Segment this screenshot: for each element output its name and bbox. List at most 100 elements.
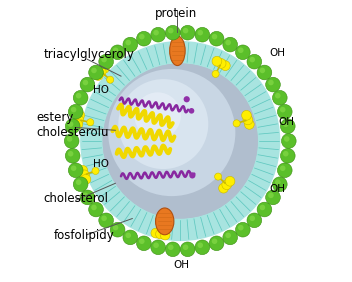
Circle shape <box>81 174 91 184</box>
Circle shape <box>91 68 97 73</box>
Circle shape <box>272 91 287 105</box>
Circle shape <box>67 136 73 142</box>
Circle shape <box>284 136 290 142</box>
Circle shape <box>151 240 165 255</box>
Circle shape <box>235 222 250 237</box>
Circle shape <box>241 111 251 120</box>
Circle shape <box>65 119 80 134</box>
Circle shape <box>125 233 131 238</box>
Text: protein: protein <box>155 7 197 20</box>
Circle shape <box>238 47 244 53</box>
Circle shape <box>209 31 224 46</box>
Circle shape <box>78 166 88 175</box>
Circle shape <box>165 25 180 40</box>
Circle shape <box>108 69 235 196</box>
Circle shape <box>277 163 292 178</box>
Circle shape <box>74 115 84 125</box>
Circle shape <box>257 202 272 217</box>
Circle shape <box>268 193 274 198</box>
Circle shape <box>68 104 83 119</box>
Circle shape <box>184 96 190 102</box>
Circle shape <box>107 76 114 83</box>
Circle shape <box>103 63 258 219</box>
Text: cholesterol: cholesterol <box>43 192 108 205</box>
Circle shape <box>209 236 224 251</box>
Circle shape <box>91 205 97 210</box>
Circle shape <box>75 110 84 120</box>
Circle shape <box>65 148 80 163</box>
Circle shape <box>260 205 265 210</box>
Circle shape <box>219 183 228 193</box>
Circle shape <box>215 173 222 180</box>
Circle shape <box>243 115 253 125</box>
Circle shape <box>159 219 166 226</box>
Circle shape <box>189 172 195 179</box>
Circle shape <box>222 180 232 190</box>
Circle shape <box>71 107 76 113</box>
Circle shape <box>68 163 83 178</box>
Circle shape <box>212 56 222 66</box>
Circle shape <box>212 239 217 244</box>
Circle shape <box>123 230 138 245</box>
Circle shape <box>247 213 262 228</box>
Text: HO: HO <box>93 159 109 169</box>
Text: OH: OH <box>270 48 285 58</box>
Circle shape <box>257 65 272 80</box>
Circle shape <box>223 230 238 245</box>
Circle shape <box>103 63 258 219</box>
Circle shape <box>197 243 203 248</box>
Circle shape <box>134 92 181 139</box>
Circle shape <box>216 59 226 68</box>
Circle shape <box>266 77 280 92</box>
Circle shape <box>244 120 254 129</box>
Circle shape <box>275 93 281 98</box>
Circle shape <box>71 166 76 171</box>
Text: fosfolipidy: fosfolipidy <box>54 229 114 242</box>
Circle shape <box>73 177 88 191</box>
Circle shape <box>87 119 94 126</box>
Circle shape <box>272 177 287 191</box>
Circle shape <box>103 63 258 219</box>
Circle shape <box>156 229 165 239</box>
Circle shape <box>118 79 208 169</box>
Circle shape <box>180 242 195 257</box>
Text: OH: OH <box>278 117 294 127</box>
Circle shape <box>113 47 118 53</box>
Circle shape <box>151 228 161 238</box>
Circle shape <box>212 34 217 39</box>
Circle shape <box>238 225 244 230</box>
Text: HO: HO <box>93 85 109 95</box>
Circle shape <box>281 148 295 163</box>
Circle shape <box>80 190 95 205</box>
Circle shape <box>280 107 285 113</box>
Circle shape <box>139 239 145 244</box>
Circle shape <box>247 54 262 69</box>
Circle shape <box>76 179 81 185</box>
Circle shape <box>283 151 289 157</box>
Circle shape <box>83 80 88 85</box>
Circle shape <box>225 176 235 186</box>
Circle shape <box>223 37 238 52</box>
Circle shape <box>277 104 292 119</box>
Circle shape <box>80 41 280 241</box>
Text: triacylglyceroly: triacylglyceroly <box>43 49 134 61</box>
Circle shape <box>113 225 118 230</box>
Text: estery
cholesterolu: estery cholesterolu <box>36 111 109 140</box>
Circle shape <box>137 31 151 46</box>
Circle shape <box>160 230 170 240</box>
Ellipse shape <box>170 36 185 66</box>
Circle shape <box>189 108 194 114</box>
Circle shape <box>110 222 125 237</box>
Circle shape <box>266 190 280 205</box>
Circle shape <box>134 92 181 139</box>
Circle shape <box>93 70 103 80</box>
Circle shape <box>183 244 188 250</box>
Circle shape <box>233 120 240 127</box>
Circle shape <box>137 236 151 251</box>
Circle shape <box>73 120 83 129</box>
Circle shape <box>168 28 174 33</box>
Circle shape <box>250 215 255 221</box>
Circle shape <box>64 134 79 148</box>
Circle shape <box>118 79 208 169</box>
Circle shape <box>73 91 88 105</box>
